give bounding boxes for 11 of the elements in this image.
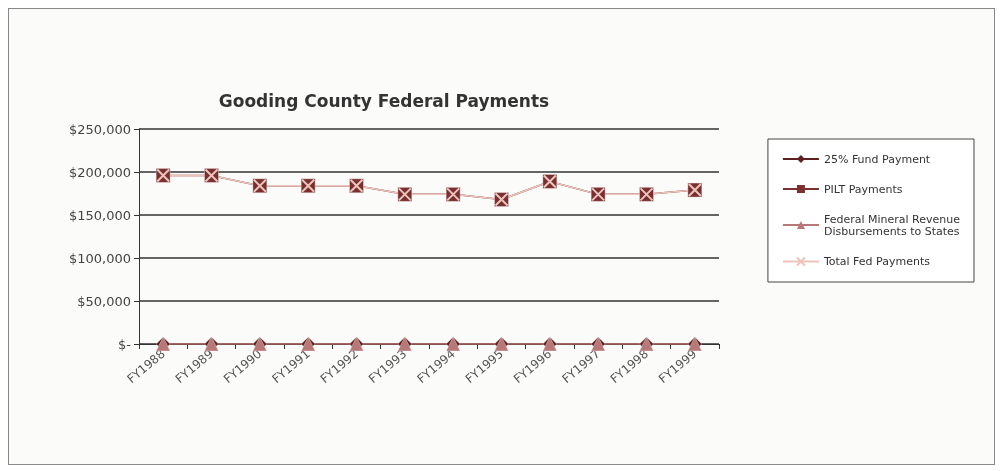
y-tick-label: $- (118, 336, 132, 352)
legend-label: Federal Mineral Revenue Disbursements to States (823, 212, 961, 238)
legend-label: PILT Payments (823, 182, 903, 196)
y-tick-label: $150,000 (68, 207, 131, 223)
y-tick-label: $200,000 (68, 164, 131, 180)
chart-title: Gooding County Federal Payments (218, 90, 550, 111)
y-tick-label: $100,000 (68, 250, 131, 266)
y-tick-label: $50,000 (77, 293, 131, 309)
y-tick-label: $250,000 (68, 121, 131, 137)
legend-label: Total Fed Payments (822, 255, 931, 268)
legend-label: 25% Fund Payment (823, 152, 931, 166)
